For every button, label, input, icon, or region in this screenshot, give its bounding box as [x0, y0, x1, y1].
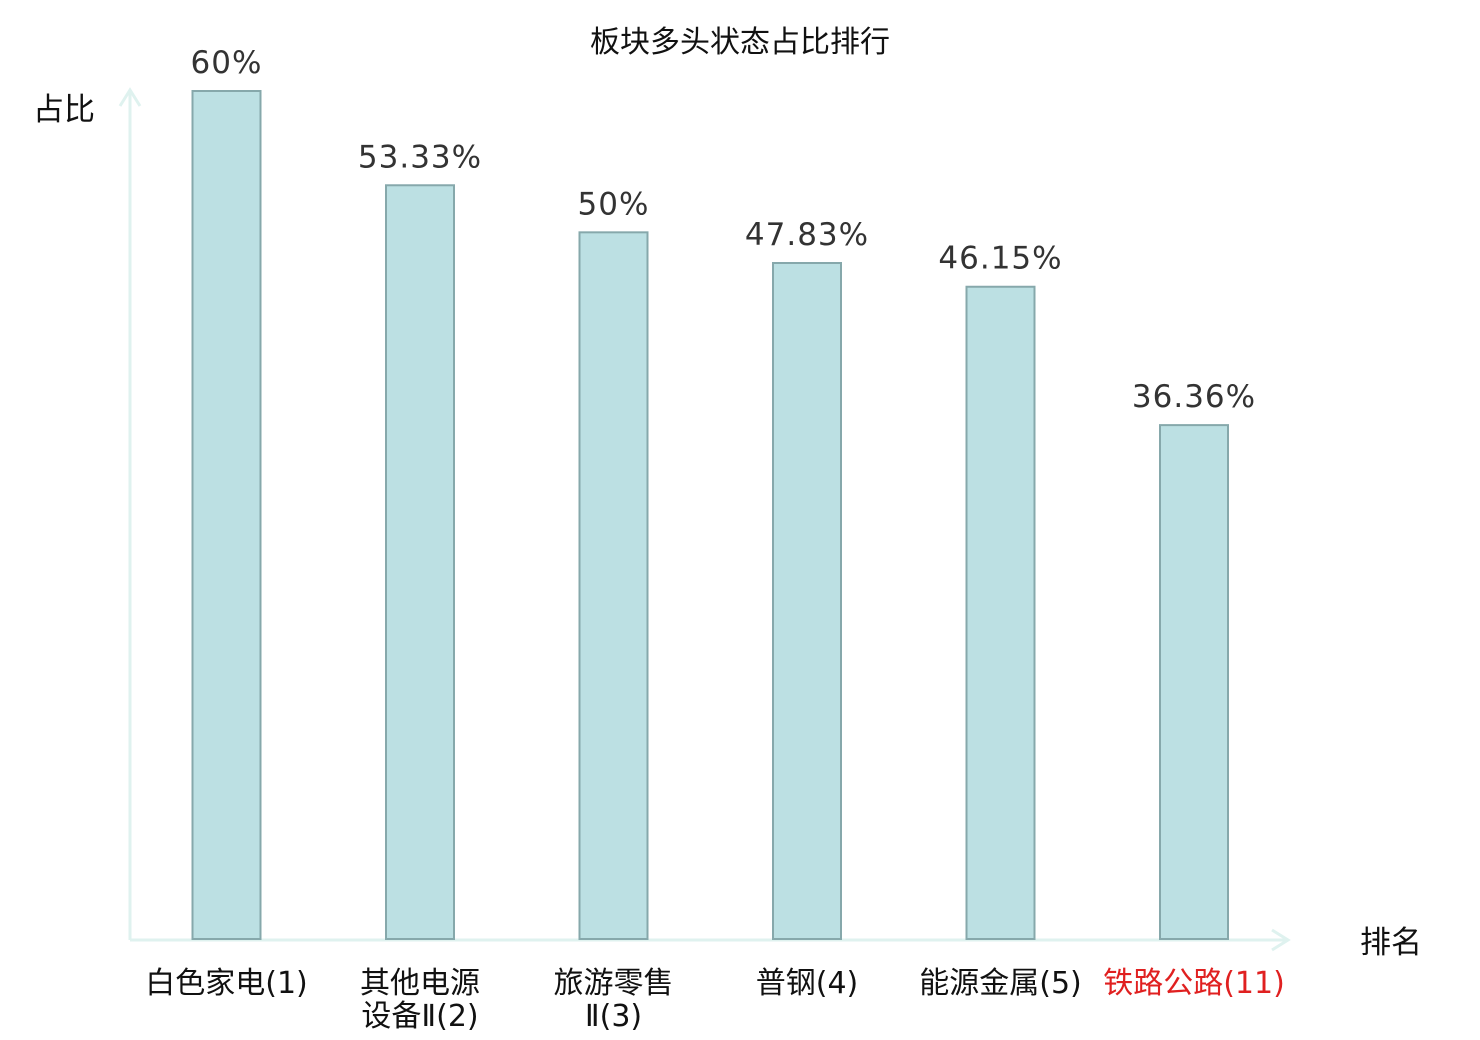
bar-value-label: 53.33% [358, 139, 482, 175]
bar [965, 285, 1036, 941]
bar-value-label: 36.36% [1132, 379, 1256, 415]
x-tick-label: 普钢(4) [756, 966, 859, 1001]
bar-value-label: 50% [578, 186, 650, 222]
x-tick-label: 旅游零售 Ⅱ(3) [554, 966, 674, 1034]
bars [191, 90, 1229, 941]
bar [772, 262, 842, 940]
x-tick-label: 能源金属(5) [919, 966, 1082, 1001]
bar [191, 90, 262, 940]
bar [578, 231, 649, 941]
x-tick-label: 白色家电(1) [145, 966, 308, 1001]
bar-value-label: 46.15% [938, 241, 1062, 277]
y-axis-arrow [118, 87, 142, 107]
bar [385, 184, 455, 940]
x-axis-arrow [1271, 928, 1291, 952]
x-tick-labels: 白色家电(1) 其他电源设备Ⅱ(2) 旅游零售 Ⅱ(3) 普钢(4) 能源金属(5) 铁路公… [145, 966, 1285, 1034]
y-axis-label: 占比 [33, 92, 95, 128]
bar [1159, 424, 1229, 940]
x-tick-label: 其他电源设备Ⅱ(2) [360, 966, 480, 1034]
x-tick-label: 铁路公路(11) [1103, 966, 1285, 1001]
axes [118, 87, 1291, 952]
bar-value-label: 47.83% [745, 217, 869, 253]
chart-title: 板块多头状态占比排行 [590, 25, 890, 60]
bar-value-label: 60% [191, 45, 263, 81]
x-axis-label: 排名 [1360, 925, 1422, 961]
value-labels: 60% 53.33% 50% 47.83% 46.15% 36.36% [191, 45, 1256, 415]
